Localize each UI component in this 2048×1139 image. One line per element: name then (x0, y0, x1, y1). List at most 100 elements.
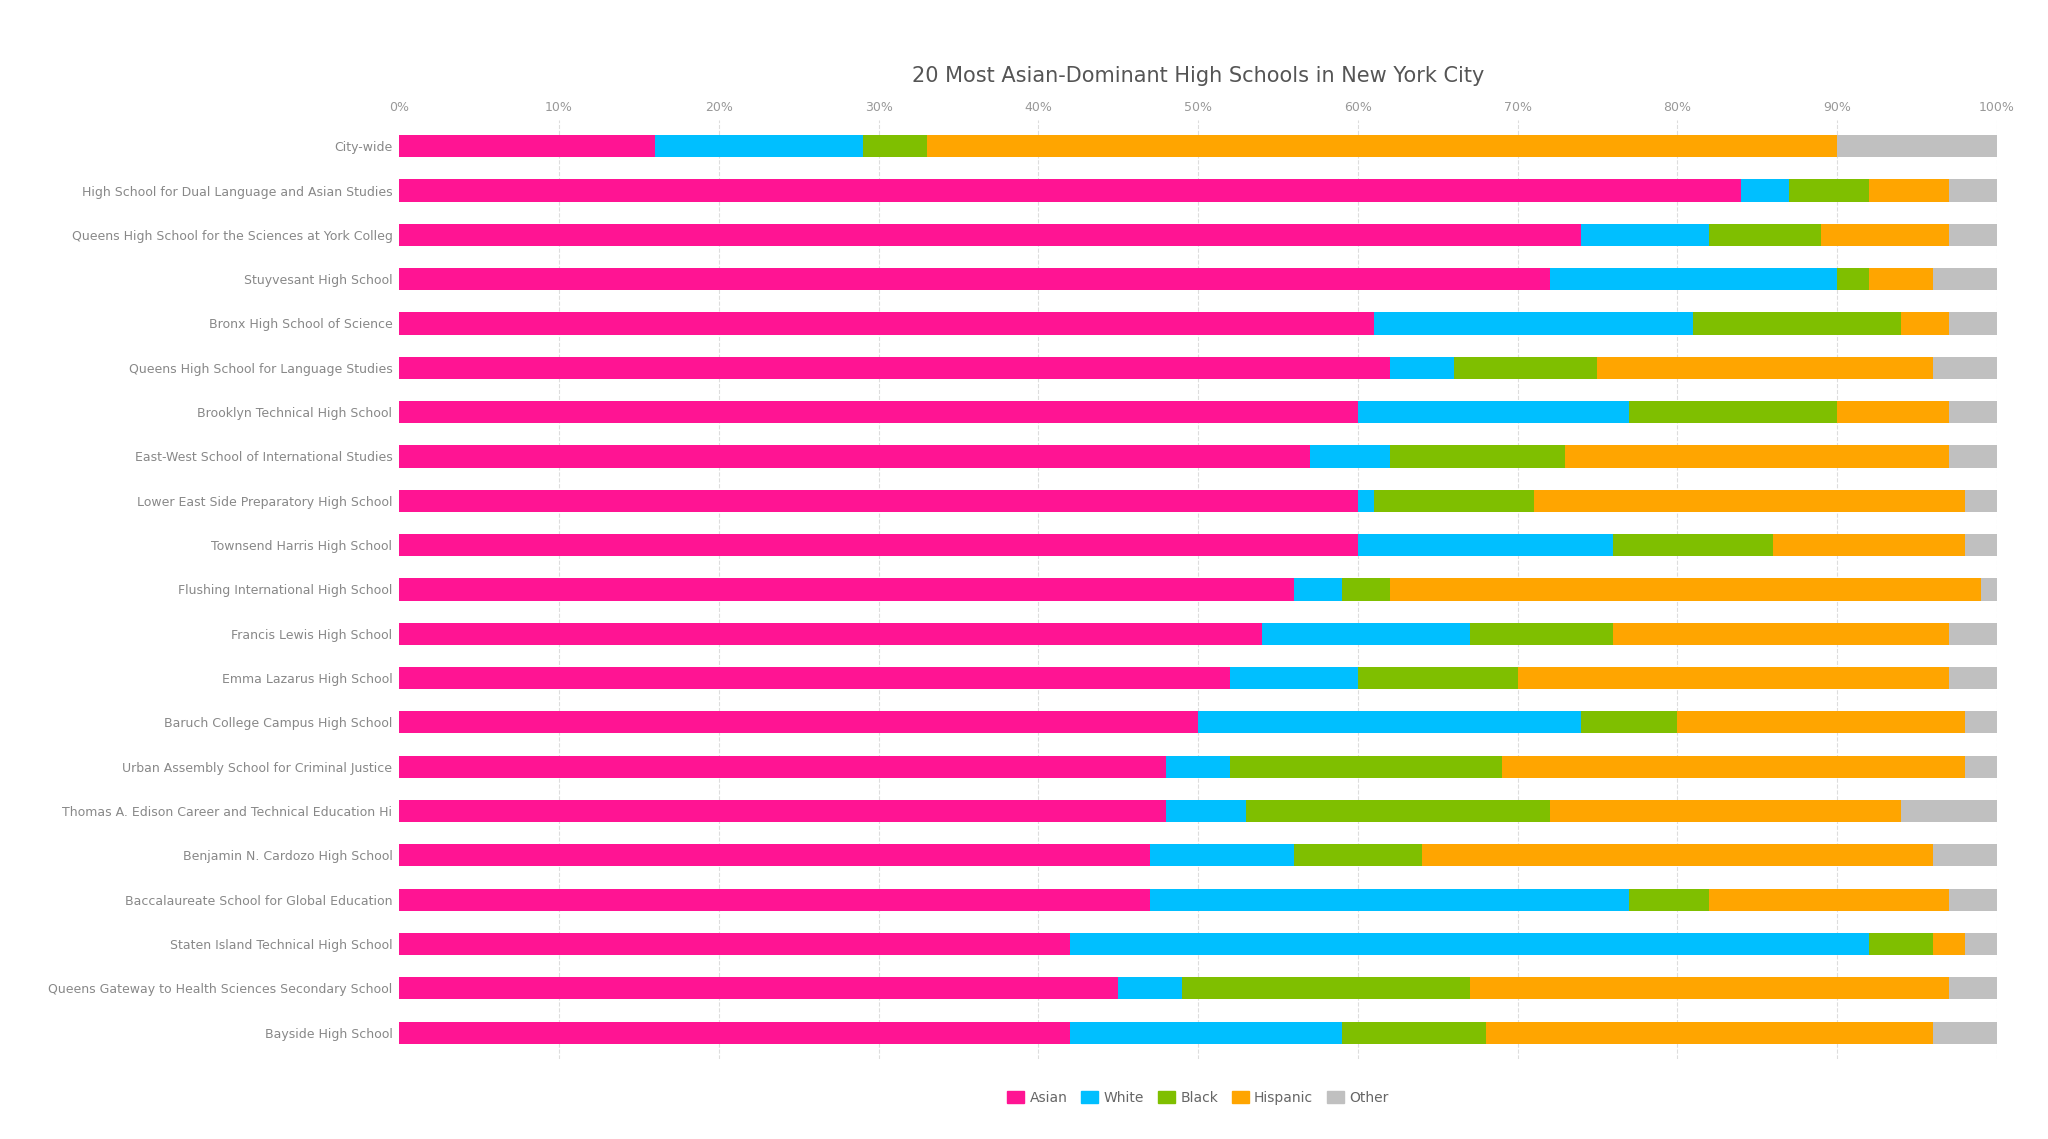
Bar (1950, 667, 1997, 689)
Bar (399, 534, 1358, 556)
Bar (399, 933, 1071, 956)
Bar (1151, 844, 1294, 867)
Bar (1950, 623, 1997, 645)
Bar (1677, 712, 1964, 734)
Bar (1165, 800, 1245, 822)
Bar (1245, 800, 1550, 822)
Bar (399, 1022, 1071, 1043)
Bar (1534, 490, 1964, 511)
Bar (399, 223, 1581, 246)
Bar (1933, 844, 1997, 867)
Bar (1630, 401, 1837, 424)
Bar (399, 268, 1550, 290)
Bar (399, 136, 655, 157)
Bar (655, 136, 862, 157)
Bar (1933, 357, 1997, 379)
Bar (1182, 977, 1470, 999)
Bar (1550, 268, 1837, 290)
Bar (399, 667, 1231, 689)
Bar (1391, 445, 1565, 467)
Bar (1165, 755, 1231, 778)
Bar (1950, 180, 1997, 202)
Bar (1470, 623, 1614, 645)
Bar (1231, 755, 1501, 778)
Bar (1581, 712, 1677, 734)
Bar (1262, 623, 1470, 645)
Bar (1231, 667, 1358, 689)
Bar (1485, 1022, 1933, 1043)
Bar (862, 136, 926, 157)
Bar (1358, 667, 1518, 689)
Bar (399, 712, 1198, 734)
Bar (399, 623, 1262, 645)
Bar (1710, 223, 1821, 246)
Bar (1790, 180, 1870, 202)
Bar (1501, 755, 1964, 778)
Bar (1565, 445, 1950, 467)
Bar (399, 977, 1118, 999)
Bar (1950, 223, 1997, 246)
Bar (1597, 357, 1933, 379)
Bar (1630, 888, 1710, 911)
Bar (399, 844, 1151, 867)
Bar (1118, 977, 1182, 999)
Bar (1374, 312, 1694, 335)
Bar (1980, 579, 1997, 600)
Bar (1151, 888, 1630, 911)
Bar (1837, 136, 1997, 157)
Bar (1071, 1022, 1341, 1043)
Bar (399, 800, 1165, 822)
Bar (1901, 312, 1950, 335)
Bar (1964, 712, 1997, 734)
Bar (1198, 712, 1581, 734)
Bar (399, 755, 1165, 778)
Bar (1294, 844, 1421, 867)
Bar (1933, 1022, 1997, 1043)
Bar (1950, 888, 1997, 911)
Bar (1454, 357, 1597, 379)
Bar (399, 357, 1391, 379)
Bar (399, 401, 1358, 424)
Bar (1870, 933, 1933, 956)
Bar (399, 579, 1294, 600)
Bar (1964, 534, 1997, 556)
Bar (1950, 401, 1997, 424)
Bar (1741, 180, 1790, 202)
Bar (1964, 933, 1997, 956)
Bar (1311, 445, 1391, 467)
Bar (1374, 490, 1534, 511)
Bar (1950, 445, 1997, 467)
Bar (926, 136, 1837, 157)
Bar (1470, 977, 1950, 999)
Bar (1710, 888, 1950, 911)
Bar (1933, 268, 1997, 290)
Bar (1901, 800, 1997, 822)
Bar (1421, 844, 1933, 867)
Bar (1358, 401, 1630, 424)
Bar (1391, 579, 1980, 600)
Bar (399, 312, 1374, 335)
Bar (1341, 1022, 1485, 1043)
Bar (1950, 977, 1997, 999)
Bar (1837, 401, 1950, 424)
Bar (1933, 933, 1964, 956)
Bar (1581, 223, 1710, 246)
Bar (1358, 534, 1614, 556)
Bar (1071, 933, 1870, 956)
Bar (1614, 623, 1950, 645)
Bar (1964, 490, 1997, 511)
Bar (1694, 312, 1901, 335)
Bar (1294, 579, 1341, 600)
Legend: Asian, White, Black, Hispanic, Other: Asian, White, Black, Hispanic, Other (1001, 1085, 1395, 1111)
Bar (1837, 268, 1870, 290)
Bar (1391, 357, 1454, 379)
Bar (1870, 180, 1950, 202)
Bar (1950, 312, 1997, 335)
Bar (399, 180, 1741, 202)
Bar (1870, 268, 1933, 290)
Bar (1614, 534, 1774, 556)
Bar (1774, 534, 1964, 556)
Bar (399, 888, 1151, 911)
Bar (1821, 223, 1950, 246)
Bar (1550, 800, 1901, 822)
